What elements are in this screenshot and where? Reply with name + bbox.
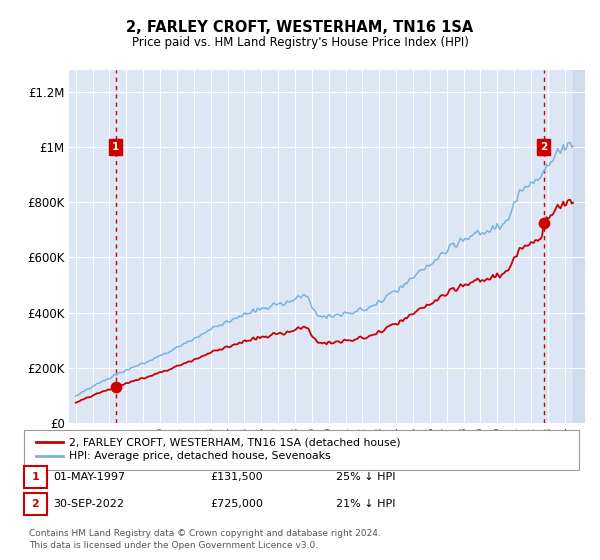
Point [539,218,548,227]
Text: 2, FARLEY CROFT, WESTERHAM, TN16 1SA: 2, FARLEY CROFT, WESTERHAM, TN16 1SA [127,20,473,35]
Text: 1: 1 [112,142,119,152]
Text: HPI: Average price, detached house, Sevenoaks: HPI: Average price, detached house, Seve… [69,451,331,461]
Text: 2: 2 [540,142,547,152]
Point [111,382,121,391]
Text: 21% ↓ HPI: 21% ↓ HPI [336,499,395,509]
Text: Price paid vs. HM Land Registry's House Price Index (HPI): Price paid vs. HM Land Registry's House … [131,36,469,49]
Text: Contains HM Land Registry data © Crown copyright and database right 2024.
This d: Contains HM Land Registry data © Crown c… [29,529,380,550]
Text: 2: 2 [32,499,39,509]
Text: £131,500: £131,500 [210,472,263,482]
Text: 2, FARLEY CROFT, WESTERHAM, TN16 1SA (detached house): 2, FARLEY CROFT, WESTERHAM, TN16 1SA (de… [69,437,401,447]
Text: 1: 1 [32,472,39,482]
Bar [573,70,593,423]
Text: 30-SEP-2022: 30-SEP-2022 [53,499,124,509]
Text: 25% ↓ HPI: 25% ↓ HPI [336,472,395,482]
Text: £725,000: £725,000 [210,499,263,509]
Text: 01-MAY-1997: 01-MAY-1997 [53,472,125,482]
